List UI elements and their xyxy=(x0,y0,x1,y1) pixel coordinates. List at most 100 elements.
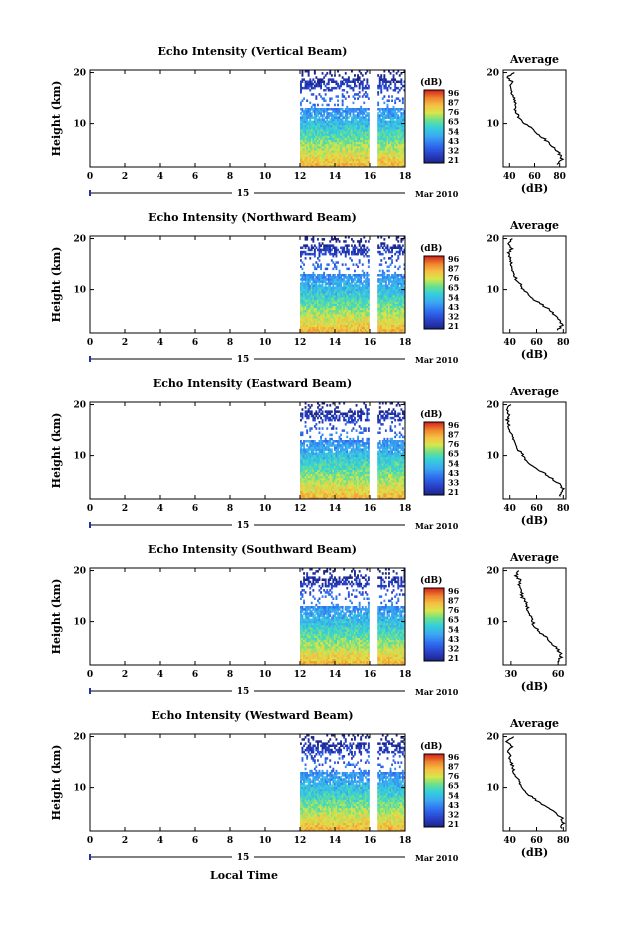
heatmap-cell xyxy=(313,131,316,134)
heatmap-cell xyxy=(360,120,363,124)
heatmap-cell xyxy=(367,322,370,325)
heatmap-cell xyxy=(352,326,355,330)
heatmap-cell xyxy=(301,290,304,294)
heatmap-cell xyxy=(403,129,406,132)
heatmap-cell xyxy=(360,324,363,328)
heatmap-cell xyxy=(334,135,336,138)
heatmap-cell xyxy=(344,330,347,334)
heatmap-cell xyxy=(338,74,341,77)
heatmap-cell xyxy=(340,160,342,164)
heatmap-cell xyxy=(320,244,322,247)
heatmap-cell xyxy=(329,290,332,294)
heatmap-cell xyxy=(395,145,398,149)
heatmap-cell xyxy=(355,322,358,325)
heatmap-cell xyxy=(355,129,358,132)
heatmap-cell xyxy=(341,305,344,309)
heatmap-cell xyxy=(330,114,333,117)
heatmap-cell xyxy=(321,114,324,117)
heatmap-cell xyxy=(303,78,305,81)
heatmap-cell xyxy=(338,299,341,302)
heatmap-cell xyxy=(321,145,324,149)
heatmap-cell xyxy=(344,120,347,124)
heatmap-cell xyxy=(335,152,338,155)
heatmap-cell xyxy=(307,129,310,132)
heatmap-cell xyxy=(366,295,369,298)
heatmap-cell xyxy=(324,143,327,147)
heatmap-cell xyxy=(346,131,349,134)
heatmap-cell xyxy=(383,120,386,124)
heatmap-cell xyxy=(340,148,342,151)
heatmap-cell xyxy=(329,240,332,243)
heatmap-cell xyxy=(355,152,358,155)
heatmap-cell xyxy=(391,148,393,151)
x-tick-label: 8 xyxy=(227,338,233,348)
heatmap-cell xyxy=(337,152,339,155)
heatmap-cell xyxy=(347,248,350,252)
heatmap-cell xyxy=(315,318,318,321)
heatmap-cell xyxy=(317,330,319,334)
heatmap-cell xyxy=(354,288,356,292)
heatmap-cell xyxy=(383,271,386,275)
heatmap-cell xyxy=(355,145,358,149)
heatmap-cell xyxy=(367,328,370,332)
heatmap-cell xyxy=(383,76,386,79)
heatmap-cell xyxy=(334,86,336,90)
heatmap-cell xyxy=(330,135,333,138)
heatmap-cell xyxy=(361,148,364,151)
heatmap-cell xyxy=(301,282,304,285)
heatmap-cell xyxy=(383,110,386,113)
heatmap-cell xyxy=(360,288,363,292)
heatmap-cell xyxy=(352,324,355,328)
heatmap-cell xyxy=(335,278,338,281)
heatmap-cell xyxy=(321,252,324,256)
heatmap-cell xyxy=(321,433,324,437)
heatmap-cell xyxy=(340,274,342,277)
heatmap-cell xyxy=(327,80,330,83)
heatmap-cell xyxy=(366,246,369,249)
heatmap-cell xyxy=(326,86,329,90)
heatmap-cell xyxy=(351,160,353,164)
heatmap-cell xyxy=(338,158,341,162)
heatmap-cell xyxy=(304,120,307,124)
heatmap-cell xyxy=(377,148,380,151)
heatmap-cell xyxy=(317,135,319,138)
heatmap-cell xyxy=(367,324,370,328)
heatmap-cell xyxy=(394,131,397,134)
heatmap-cell xyxy=(347,112,350,115)
heatmap-cell xyxy=(318,282,321,285)
heatmap-cell xyxy=(317,145,319,149)
heatmap-cell xyxy=(349,316,352,319)
heatmap-cell xyxy=(358,244,361,247)
heatmap-cell xyxy=(303,129,305,132)
heatmap-cell xyxy=(389,135,392,138)
heatmap-cell xyxy=(389,126,392,130)
heatmap-cell xyxy=(329,328,332,332)
heatmap-cell xyxy=(366,271,369,275)
heatmap-cell xyxy=(388,148,390,151)
heatmap-cell xyxy=(347,286,350,290)
heatmap-cell xyxy=(313,105,316,109)
heatmap-cell xyxy=(310,112,313,115)
heatmap-cells xyxy=(300,236,406,334)
heatmap-cell xyxy=(391,108,393,111)
heatmap-cell xyxy=(312,311,315,315)
heatmap-cell xyxy=(335,143,338,147)
heatmap-cell xyxy=(391,118,393,121)
heatmap-cell xyxy=(354,324,356,328)
heatmap-cell xyxy=(337,150,339,153)
heatmap-cell xyxy=(346,316,349,319)
heatmap-cell xyxy=(335,118,338,121)
heatmap-cell xyxy=(324,318,327,321)
heatmap-cell xyxy=(334,320,336,323)
heatmap-cell xyxy=(377,158,380,162)
heatmap-cell xyxy=(321,137,324,140)
heatmap-cell xyxy=(313,70,316,73)
heatmap-cell xyxy=(361,299,364,302)
heatmap-cell xyxy=(363,108,366,111)
heatmap-cell xyxy=(312,103,315,107)
heatmap-cell xyxy=(344,282,347,285)
heatmap-cell xyxy=(327,307,330,311)
heatmap-cell xyxy=(364,309,367,313)
heatmap-cell xyxy=(318,278,321,281)
heatmap-cell xyxy=(310,427,313,430)
